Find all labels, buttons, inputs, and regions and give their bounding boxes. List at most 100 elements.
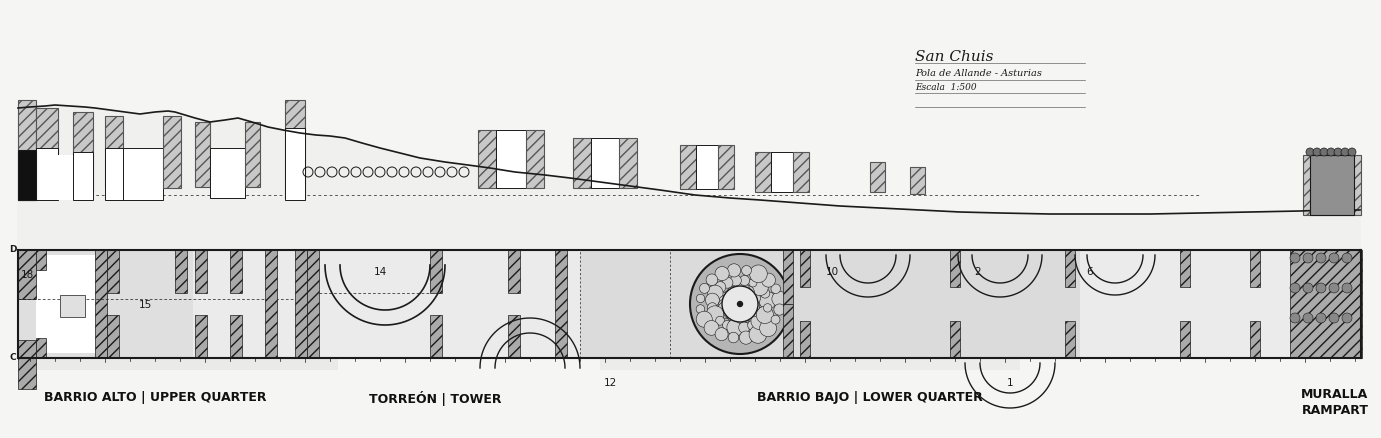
Bar — [18, 250, 36, 299]
Circle shape — [1342, 253, 1352, 263]
Bar — [591, 138, 619, 188]
Circle shape — [733, 286, 743, 297]
Bar — [36, 250, 46, 270]
Circle shape — [1304, 313, 1313, 323]
Circle shape — [704, 321, 720, 336]
Bar — [265, 250, 278, 358]
Circle shape — [742, 265, 751, 276]
Bar — [18, 150, 36, 200]
Bar — [870, 162, 885, 192]
Circle shape — [715, 316, 725, 325]
Circle shape — [749, 325, 766, 343]
Bar — [696, 145, 718, 189]
Circle shape — [760, 292, 776, 309]
Bar — [105, 148, 123, 200]
Text: BARRIO BAJO | LOWER QUARTER: BARRIO BAJO | LOWER QUARTER — [757, 392, 983, 405]
Circle shape — [700, 283, 710, 293]
Bar — [1250, 321, 1259, 358]
Bar — [18, 250, 1362, 358]
Circle shape — [757, 306, 773, 324]
Bar — [18, 340, 36, 389]
Circle shape — [715, 328, 728, 341]
Circle shape — [1327, 148, 1335, 156]
Circle shape — [722, 286, 758, 322]
Bar — [793, 152, 809, 192]
Bar — [18, 250, 338, 370]
Circle shape — [722, 277, 733, 288]
Circle shape — [735, 283, 751, 300]
Bar — [910, 167, 925, 194]
Bar — [1304, 155, 1362, 215]
Bar — [429, 250, 442, 293]
Bar — [508, 250, 521, 293]
Circle shape — [696, 294, 704, 303]
Circle shape — [750, 301, 760, 311]
Circle shape — [718, 299, 732, 313]
Text: MURALLA: MURALLA — [1301, 388, 1369, 400]
Circle shape — [764, 304, 772, 312]
Circle shape — [1316, 313, 1326, 323]
Bar — [195, 315, 207, 358]
Bar — [1250, 250, 1259, 287]
Bar — [619, 138, 637, 188]
Bar — [508, 315, 521, 358]
Circle shape — [1290, 283, 1300, 293]
Bar — [123, 148, 163, 200]
Circle shape — [1342, 313, 1352, 323]
Bar — [210, 148, 244, 198]
Circle shape — [743, 305, 758, 321]
Circle shape — [725, 290, 735, 300]
Circle shape — [696, 311, 713, 327]
Bar — [284, 100, 305, 198]
Circle shape — [696, 305, 704, 314]
Bar — [36, 148, 58, 200]
Circle shape — [724, 307, 735, 318]
Bar — [18, 250, 193, 358]
Circle shape — [1341, 148, 1349, 156]
Circle shape — [706, 306, 724, 324]
Bar — [771, 152, 793, 192]
Bar — [783, 304, 793, 358]
Text: Pola de Allande - Asturias: Pola de Allande - Asturias — [916, 68, 1041, 78]
Polygon shape — [18, 105, 1360, 248]
Bar — [231, 250, 242, 293]
Circle shape — [1316, 253, 1326, 263]
Circle shape — [761, 289, 769, 298]
Bar — [1290, 250, 1362, 358]
Bar — [526, 130, 544, 188]
Bar — [1065, 321, 1074, 358]
Circle shape — [728, 332, 739, 343]
Circle shape — [718, 295, 732, 308]
Bar — [59, 295, 86, 317]
Bar — [555, 250, 568, 358]
Circle shape — [760, 320, 776, 337]
Circle shape — [1306, 148, 1313, 156]
Bar — [573, 138, 591, 188]
Bar — [195, 122, 210, 187]
Circle shape — [731, 275, 742, 286]
Circle shape — [1348, 148, 1356, 156]
Circle shape — [1320, 148, 1329, 156]
Bar — [718, 145, 733, 189]
Circle shape — [771, 315, 780, 324]
Bar — [478, 130, 496, 188]
Circle shape — [749, 279, 757, 287]
Circle shape — [1342, 283, 1352, 293]
Circle shape — [715, 282, 726, 293]
Circle shape — [728, 286, 739, 299]
Bar — [163, 116, 181, 188]
Bar — [175, 250, 186, 293]
Circle shape — [1329, 283, 1340, 293]
Bar — [36, 108, 58, 198]
Text: San Chuis: San Chuis — [916, 50, 993, 64]
Bar — [1311, 155, 1353, 215]
Bar — [284, 128, 305, 200]
Circle shape — [707, 303, 717, 312]
Bar — [800, 250, 811, 287]
Circle shape — [690, 254, 790, 354]
Circle shape — [1290, 253, 1300, 263]
Circle shape — [749, 296, 761, 308]
Circle shape — [721, 292, 733, 304]
Circle shape — [1316, 283, 1326, 293]
Text: TORREÓN | TOWER: TORREÓN | TOWER — [369, 391, 501, 406]
